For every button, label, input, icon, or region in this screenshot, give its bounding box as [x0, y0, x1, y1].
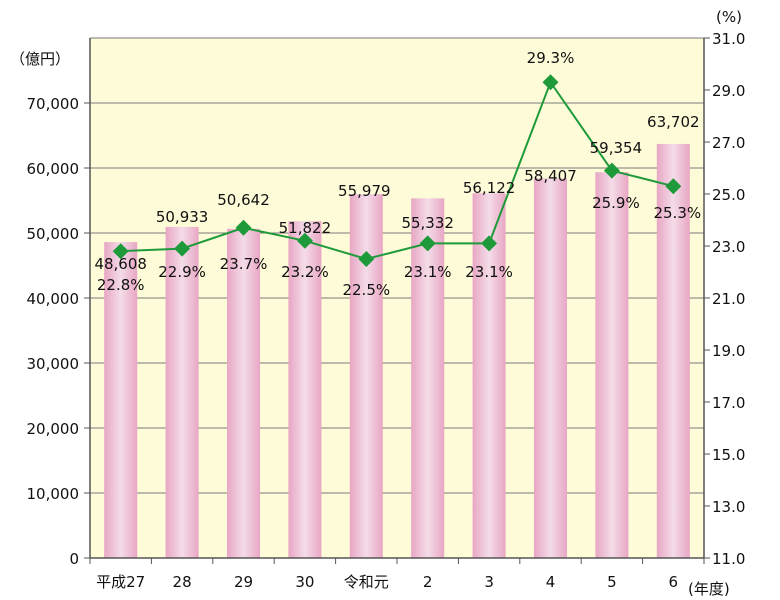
right-tick-label: 27.0	[712, 134, 745, 152]
bar	[595, 172, 629, 558]
x-tick-label: 29	[234, 573, 253, 591]
left-tick-label: 60,000	[27, 160, 80, 178]
left-tick-label: 70,000	[27, 95, 80, 113]
right-tick-label: 13.0	[712, 498, 745, 516]
right-tick-label: 29.0	[712, 82, 745, 100]
bar	[227, 228, 260, 558]
bar-value-label: 55,979	[338, 182, 391, 200]
x-tick-label: 5	[607, 573, 617, 591]
bar-value-label: 56,122	[463, 179, 516, 197]
right-tick-label: 31.0	[712, 30, 745, 48]
left-tick-label: 20,000	[27, 420, 80, 438]
ratio-value-label: 25.9%	[592, 194, 640, 212]
x-tick-label: 4	[546, 573, 556, 591]
bar-value-label: 63,702	[647, 113, 700, 131]
bar	[411, 198, 445, 559]
bar-value-label: 48,608	[94, 255, 147, 273]
left-axis-unit: （億円）	[10, 50, 70, 68]
right-axis-unit: (%)	[716, 8, 742, 26]
ratio-marker	[235, 219, 252, 236]
bar-value-label: 58,407	[524, 167, 577, 185]
bar	[288, 221, 322, 559]
x-tick-label: 令和元	[344, 573, 389, 591]
bar-value-label: 50,642	[217, 191, 270, 209]
ratio-value-label: 22.5%	[342, 281, 390, 299]
bar-value-label: 59,354	[590, 139, 643, 157]
left-tick-label: 0	[69, 550, 79, 568]
ratio-marker	[665, 178, 682, 195]
bar	[349, 194, 383, 558]
x-tick-label: 6	[669, 573, 679, 591]
bar	[472, 193, 506, 558]
ratio-value-label: 22.9%	[158, 263, 206, 281]
right-tick-label: 25.0	[712, 186, 745, 204]
bar-value-label: 51,822	[279, 219, 332, 237]
ratio-marker	[419, 235, 436, 252]
bar-value-label: 55,332	[401, 214, 454, 232]
ratio-value-label: 22.8%	[97, 276, 145, 294]
left-tick-label: 10,000	[27, 485, 80, 503]
ratio-marker	[174, 240, 191, 257]
left-tick-label: 30,000	[27, 355, 80, 373]
bar	[165, 226, 199, 559]
right-tick-label: 19.0	[712, 342, 745, 360]
ratio-value-label: 25.3%	[653, 204, 701, 222]
x-tick-label: 28	[173, 573, 192, 591]
x-tick-label: 平成27	[96, 573, 145, 591]
left-tick-label: 50,000	[27, 225, 80, 243]
x-tick-label: 3	[484, 573, 494, 591]
right-tick-label: 11.0	[712, 550, 745, 568]
bar	[656, 143, 690, 558]
bar	[104, 242, 138, 558]
ratio-line	[120, 80, 674, 261]
right-tick-label: 21.0	[712, 290, 745, 308]
ratio-marker	[542, 74, 559, 91]
left-tick-label: 40,000	[27, 290, 80, 308]
right-tick-label: 15.0	[712, 446, 745, 464]
ratio-value-label: 23.2%	[281, 263, 329, 281]
ratio-value-label: 29.3%	[527, 49, 575, 67]
ratio-value-label: 23.7%	[220, 255, 268, 273]
ratio-marker	[296, 232, 313, 249]
ratio-marker	[603, 162, 620, 179]
x-tick-label: 2	[423, 573, 433, 591]
right-tick-label: 17.0	[712, 394, 745, 412]
x-tick-label: 30	[295, 573, 314, 591]
bar-value-label: 50,933	[156, 208, 209, 226]
x-axis-unit: (年度)	[688, 580, 730, 598]
right-tick-label: 23.0	[712, 238, 745, 256]
ratio-marker	[481, 235, 498, 252]
ratio-marker	[112, 243, 129, 260]
ratio-value-label: 23.1%	[465, 263, 513, 281]
ratio-marker	[358, 251, 375, 267]
ratio-value-label: 23.1%	[404, 263, 452, 281]
bar	[534, 178, 567, 559]
